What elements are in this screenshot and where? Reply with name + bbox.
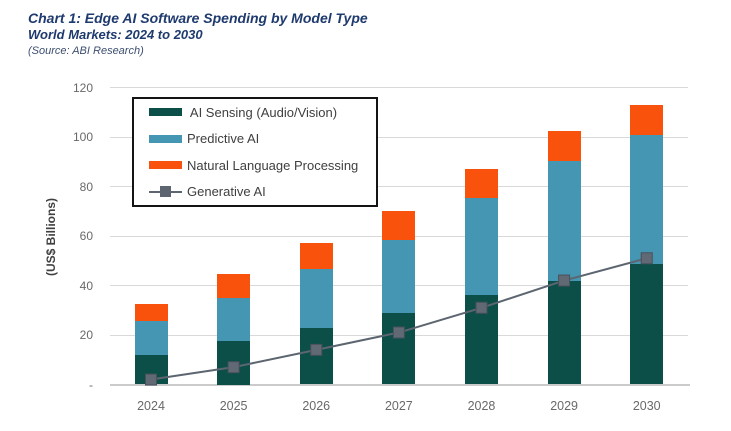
x-tick-label: 2028 xyxy=(467,399,496,413)
bar-segment-2024 xyxy=(134,321,168,355)
legend-label: Natural Language Processing xyxy=(187,157,359,173)
x-tick-label: 2024 xyxy=(137,399,165,413)
y-tick-label: 100 xyxy=(72,130,93,144)
gridline xyxy=(110,136,688,138)
x-axis-line xyxy=(110,383,690,386)
x-tick-label: 2027 xyxy=(384,399,413,413)
legend-label: Predictive AI xyxy=(187,131,260,147)
bar-segment-2029 xyxy=(547,160,581,281)
y-tick-label: - xyxy=(89,377,93,392)
bar-segment-2026 xyxy=(299,327,333,385)
gridline xyxy=(110,186,688,187)
legend-square-marker xyxy=(160,186,171,198)
bar-segment-2027 xyxy=(382,211,416,240)
bar-segment-2024 xyxy=(134,304,168,322)
legend-item-predictive-ai: Predictive AI xyxy=(134,126,376,153)
legend-item-ai-sensing: AI Sensing (Audio/Vision) xyxy=(134,99,376,126)
bar-segment-2030 xyxy=(630,134,664,265)
bar-segment-2025 xyxy=(217,297,251,342)
nlp-swatch-icon xyxy=(149,161,182,170)
bar-segment-2027 xyxy=(382,239,416,313)
x-tick-label: 2026 xyxy=(302,399,331,413)
legend: AI Sensing (Audio/Vision) Predictive AI … xyxy=(132,97,378,207)
y-tick-label: 40 xyxy=(79,278,93,293)
x-tick-label: 2029 xyxy=(550,399,578,413)
predictive-ai-swatch-icon xyxy=(149,134,182,143)
legend-label: Generative AI xyxy=(187,184,266,200)
chart-title: Chart 1: Edge AI Software Spending by Mo… xyxy=(28,10,368,26)
gridline xyxy=(110,87,688,88)
legend-label: AI Sensing (Audio/Vision) xyxy=(187,104,338,120)
bar-segment-2028 xyxy=(464,295,498,385)
legend-item-nlp: Natural Language Processing xyxy=(134,152,376,179)
bar-segment-2025 xyxy=(217,274,251,298)
y-tick-label: 60 xyxy=(79,229,93,243)
bar-segment-2025 xyxy=(217,341,251,385)
chart-header: Chart 1: Edge AI Software Spending by Mo… xyxy=(28,10,368,58)
bar-segment-2029 xyxy=(547,130,581,161)
bar-segment-2028 xyxy=(464,169,498,198)
legend-item-generative-ai: Generative AI xyxy=(134,179,376,206)
ai-sensing-swatch-icon xyxy=(149,108,182,117)
bar-segment-2026 xyxy=(299,269,333,328)
bar-segment-2028 xyxy=(464,197,498,296)
generative-ai-line-marker-icon xyxy=(149,186,182,198)
bar-segment-2024 xyxy=(134,354,168,385)
chart-source: (Source: ABI Research) xyxy=(28,45,144,57)
bar-segment-2027 xyxy=(382,312,416,385)
y-tick-label: 80 xyxy=(79,179,93,194)
bar-segment-2026 xyxy=(299,243,333,270)
x-tick-label: 2025 xyxy=(219,399,248,413)
bar-segment-2030 xyxy=(630,264,664,385)
bar-segment-2029 xyxy=(547,280,581,385)
x-tick-label: 2030 xyxy=(632,399,661,413)
chart-subtitle: World Markets: 2024 to 2030 xyxy=(28,27,203,42)
y-tick-label: 120 xyxy=(72,80,93,95)
y-tick-label: 20 xyxy=(79,328,93,342)
bar-segment-2030 xyxy=(630,104,664,135)
